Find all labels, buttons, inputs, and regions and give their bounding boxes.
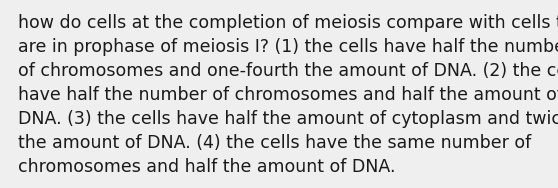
Text: chromosomes and half the amount of DNA.: chromosomes and half the amount of DNA. bbox=[18, 158, 396, 176]
Text: how do cells at the completion of meiosis compare with cells that: how do cells at the completion of meiosi… bbox=[18, 14, 558, 32]
Text: the amount of DNA. (4) the cells have the same number of: the amount of DNA. (4) the cells have th… bbox=[18, 134, 531, 152]
Text: of chromosomes and one-fourth the amount of DNA. (2) the cells: of chromosomes and one-fourth the amount… bbox=[18, 62, 558, 80]
Text: have half the number of chromosomes and half the amount of: have half the number of chromosomes and … bbox=[18, 86, 558, 104]
Text: DNA. (3) the cells have half the amount of cytoplasm and twice: DNA. (3) the cells have half the amount … bbox=[18, 110, 558, 128]
Text: are in prophase of meiosis I? (1) the cells have half the number: are in prophase of meiosis I? (1) the ce… bbox=[18, 38, 558, 56]
